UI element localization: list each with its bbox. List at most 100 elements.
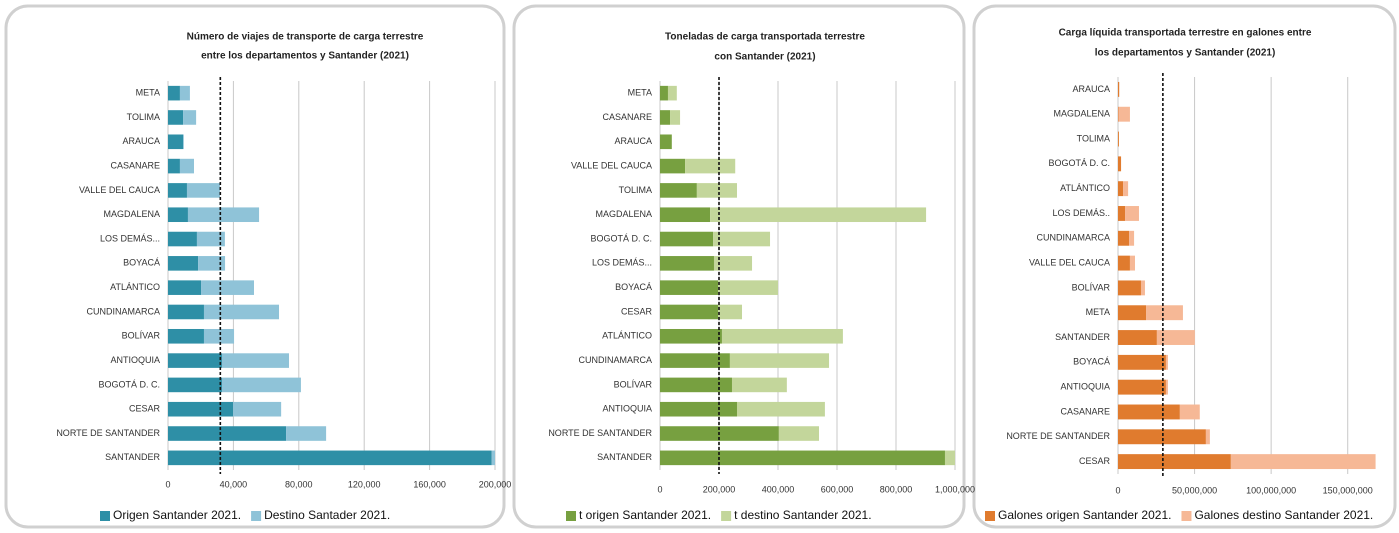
bar-segment [168,304,204,320]
bar-segment [667,85,677,101]
bar-segment [179,158,194,174]
x-tick-label: 0 [1115,485,1120,495]
bar-segment [718,304,743,320]
bar-segment [1129,255,1135,271]
x-tick-label: 200,000 [479,479,512,489]
bar-segment [1118,379,1166,395]
y-tick-label: BOYACÁ [1073,357,1110,367]
legend-swatch [566,511,576,521]
y-tick-label: LOS DEMÁS... [592,258,652,268]
bar-segment [660,85,668,101]
legend-label: Galones origen Santander 2021. [998,508,1171,522]
chart-title: los departamentos y Santander (2021) [1095,48,1276,59]
bar-segment [660,401,737,417]
bar-segment [1118,454,1231,470]
bar-segment [1165,354,1168,370]
chart-title: con Santander (2021) [714,52,815,63]
y-tick-label: CASANARE [1060,406,1110,416]
y-tick-label: ATLÁNTICO [602,331,652,341]
bar-segment [168,401,234,417]
bar-segment [186,183,220,198]
bar-segment [168,134,184,150]
bar-segment [660,280,719,295]
legend-swatch [100,511,110,521]
y-tick-label: ARAUCA [122,136,160,146]
y-tick-label: SANTANDER [105,452,160,462]
bar-segment [183,134,184,150]
bar-segment [718,280,778,295]
bar-segment [201,280,255,295]
bar-segment [1118,206,1126,221]
y-tick-label: CUNDINAMARCA [578,355,652,365]
bar-segment [660,134,672,150]
bar-segment [660,158,686,174]
bar-segment [221,377,301,393]
bar-segment [168,207,188,223]
x-tick-label: 150,000,000 [1323,485,1373,495]
y-tick-label: BOLÍVAR [1072,282,1111,292]
bar-segment [168,426,287,441]
x-tick-label: 80,000 [285,479,313,489]
bar-segment [168,231,197,247]
y-tick-label: ANTIOQUIA [1060,382,1110,392]
bar-segment [168,110,184,125]
bar-segment [1118,255,1130,271]
y-tick-label: LOS DEMÁS.. [1052,208,1110,218]
bar-segment [710,207,927,223]
bar-segment [1118,131,1119,147]
x-tick-label: 800,000 [880,484,913,494]
bar-segment [736,401,825,417]
y-tick-label: BOGOTÁ D. C. [98,379,160,389]
y-tick-label: BOLÍVAR [122,331,161,341]
bar-segment [660,256,714,271]
bar-segment [778,426,820,441]
bar-segment [1179,404,1200,420]
bar-segment [1140,280,1145,296]
bar-segment [696,183,737,198]
y-tick-label: NORTE DE SANTANDER [56,428,160,438]
y-tick-label: CUNDINAMARCA [86,306,160,316]
y-tick-label: ATLÁNTICO [1060,183,1110,193]
x-tick-label: 50,000,000 [1172,485,1217,495]
bar-segment [221,353,289,368]
bar-segment [203,328,235,344]
y-tick-label: TOLIMA [1077,133,1110,143]
legend-swatch [251,511,262,521]
y-tick-label: CESAR [621,306,653,316]
bar-segment [731,377,787,393]
bar-segment [168,328,204,344]
bar-segment [660,231,714,247]
bar-segment [1118,230,1130,246]
x-tick-label: 200,000 [703,484,736,494]
x-tick-label: 160,000 [413,479,446,489]
bar-segment [168,377,222,393]
bar-segment [179,85,190,101]
y-tick-label: SANTANDER [597,452,652,462]
chart-title: entre los departamentos y Santander (202… [201,51,409,62]
bar-segment [1118,404,1180,420]
y-tick-label: ANTIOQUIA [602,404,652,414]
x-tick-label: 400,000 [762,484,795,494]
bar-segment [196,231,225,247]
bar-segment [1118,156,1122,172]
bar-segment [729,353,830,368]
bar-segment [233,401,282,417]
x-tick-label: 1,000,000 [935,484,975,494]
bar-segment [168,158,180,174]
y-tick-label: SANTANDER [1055,332,1110,342]
bar-segment [187,207,260,223]
bar-segment [944,450,955,466]
chart-title: Número de viajes de transporte de carga … [187,32,424,43]
bar-segment [1118,106,1130,122]
x-tick-label: 0 [165,479,170,489]
panel [972,4,1397,529]
bar-segment [286,426,327,441]
y-tick-label: MAGDALENA [103,209,160,219]
bar-segment [1118,354,1166,370]
bar-segment [1118,280,1141,296]
y-tick-label: META [136,88,160,98]
chart-title: Toneladas de carga transportada terrestr… [665,32,865,43]
bar-segment [660,110,671,125]
y-tick-label: ANTIOQUIA [110,355,160,365]
bar-segment [203,304,280,320]
